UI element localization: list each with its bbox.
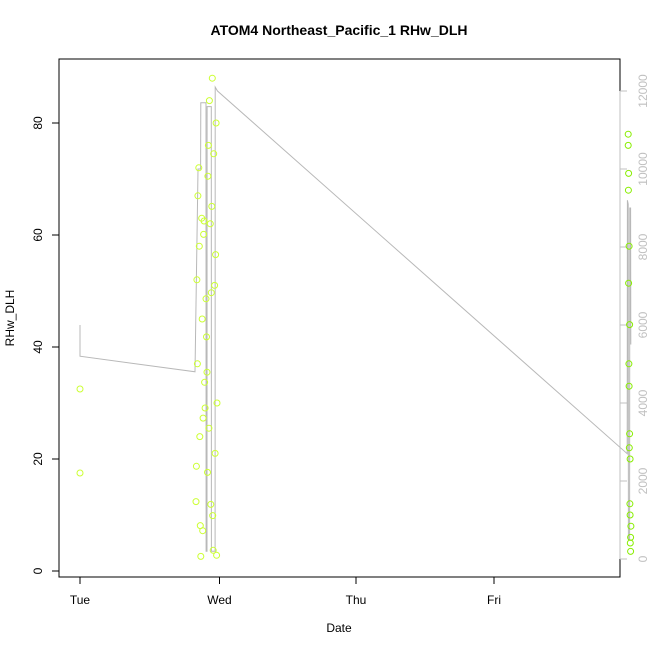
- rh-point: [624, 130, 632, 138]
- altitude-line-layer: [79, 85, 632, 552]
- bottom-tick-label: Tue: [70, 593, 91, 607]
- right-tick-label: 6000: [636, 311, 650, 338]
- rh-point: [198, 315, 206, 323]
- rh-point: [625, 279, 633, 287]
- bottom-tick-label: Thu: [346, 593, 367, 607]
- rh-point: [213, 551, 221, 559]
- rh-point: [197, 552, 205, 560]
- left-axis: 0 20 40 60 80: [31, 116, 60, 574]
- rh-point: [207, 289, 215, 297]
- altitude-line: [79, 85, 632, 552]
- rh-point: [204, 141, 212, 149]
- rh-point: [76, 385, 84, 393]
- rh-point: [211, 281, 219, 289]
- rh-point: [626, 321, 634, 329]
- left-tick-label: 80: [31, 116, 45, 130]
- rh-point: [200, 230, 208, 238]
- rh-point: [206, 220, 214, 228]
- rh-point: [193, 360, 201, 368]
- left-tick-label: 40: [31, 340, 45, 354]
- x-axis-label: Date: [326, 621, 352, 635]
- rh-point: [205, 97, 213, 105]
- rh-point: [213, 399, 221, 407]
- rh-point: [626, 500, 634, 508]
- rh-point: [199, 527, 207, 535]
- rh-point: [196, 433, 204, 441]
- rh-points-layer: [76, 74, 635, 560]
- rh-point: [192, 462, 200, 470]
- rh-point: [203, 368, 211, 376]
- rh-point: [212, 119, 220, 127]
- left-tick-label: 20: [31, 452, 45, 466]
- rh-point: [624, 186, 632, 194]
- rh-point: [204, 468, 211, 476]
- rh-point: [207, 500, 215, 508]
- rh-point: [626, 511, 634, 519]
- rh-point: [209, 546, 217, 554]
- rh-point: [208, 74, 216, 82]
- right-tick-label: 4000: [636, 389, 650, 416]
- rh-point: [209, 512, 217, 520]
- rh-point: [195, 242, 203, 250]
- rh-point: [200, 217, 208, 225]
- rh-point: [624, 141, 632, 149]
- rh-point: [76, 469, 84, 477]
- y-axis-label: RHw_DLH: [3, 290, 17, 347]
- rh-point: [208, 202, 216, 210]
- rh-point: [625, 444, 633, 452]
- left-tick-label: 0: [31, 567, 45, 574]
- rh-point: [625, 242, 633, 250]
- rh-point: [211, 449, 219, 457]
- rh-point: [626, 539, 634, 547]
- bottom-tick-label: Wed: [207, 593, 231, 607]
- rh-point: [626, 455, 634, 463]
- rh-point: [625, 382, 633, 390]
- right-axis: 0 2000 4000 6000 8000 10000 12000: [619, 74, 650, 562]
- rh-point: [201, 404, 209, 412]
- left-tick-label: 60: [31, 228, 45, 242]
- right-tick-label: 2000: [636, 467, 650, 494]
- rh-point: [193, 276, 201, 284]
- rh-point: [627, 522, 635, 530]
- chart-title: ATOM4 Northeast_Pacific_1 RHw_DLH: [211, 22, 468, 38]
- rh-point: [194, 192, 202, 200]
- bottom-tick-label: Fri: [487, 593, 501, 607]
- rh-point: [195, 164, 203, 172]
- rh-point: [203, 333, 210, 341]
- right-tick-label: 10000: [636, 152, 650, 186]
- rh-point: [202, 295, 210, 303]
- plot-frame: [58, 58, 621, 578]
- rh-point: [204, 172, 212, 180]
- rh-point: [199, 414, 207, 422]
- rh-point: [625, 360, 633, 368]
- rh-point: [212, 251, 220, 259]
- bottom-axis: Tue Wed Thu Fri: [70, 576, 501, 607]
- rh-point: [205, 424, 213, 432]
- rh-point: [201, 378, 209, 386]
- right-tick-label: 0: [636, 555, 650, 562]
- rh-point: [625, 169, 633, 177]
- rh-point: [627, 547, 635, 555]
- right-tick-label: 12000: [636, 74, 650, 108]
- right-tick-label: 8000: [636, 233, 650, 260]
- rh-point: [192, 498, 200, 506]
- rh-point: [210, 150, 218, 158]
- rh-point: [626, 430, 634, 438]
